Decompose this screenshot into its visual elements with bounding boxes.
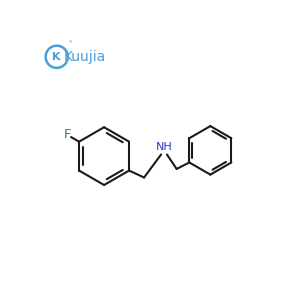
Text: NH: NH (156, 142, 172, 152)
Text: K: K (52, 52, 61, 62)
Text: Kuujia: Kuujia (64, 50, 106, 64)
Text: °: ° (68, 41, 71, 47)
Text: F: F (64, 128, 71, 142)
